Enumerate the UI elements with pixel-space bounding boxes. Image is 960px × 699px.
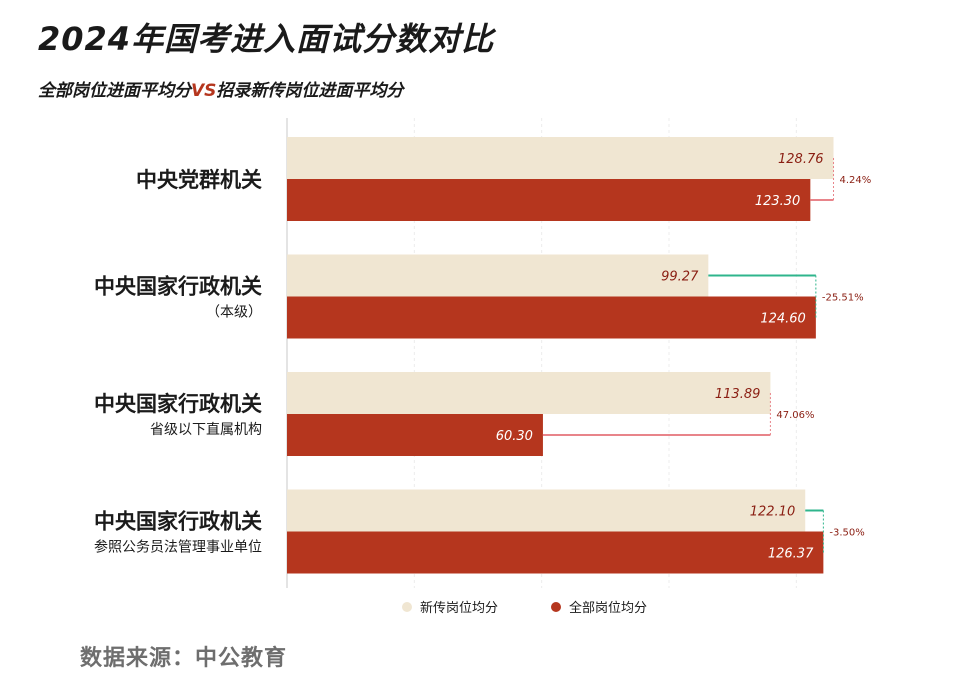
category-sublabel: 省级以下直属机构 — [150, 421, 262, 438]
source-note: 数据来源：中公教育 — [80, 646, 288, 671]
value-label-all: 126.37 — [768, 547, 814, 562]
value-label-new: 99.27 — [661, 270, 699, 285]
bar-all-1 — [287, 296, 816, 339]
legend-swatch-all — [551, 602, 561, 612]
bar-new-3 — [287, 489, 806, 532]
subtitle-vs: VS — [191, 81, 217, 101]
bar-new-1 — [287, 254, 709, 297]
subtitle-left: 全部岗位进面平均分 — [38, 81, 191, 101]
category-label: 中央国家行政机关 — [94, 275, 262, 299]
value-label-new: 113.89 — [715, 387, 761, 402]
value-label-new: 128.76 — [778, 152, 824, 167]
value-label-new: 122.10 — [750, 505, 796, 520]
category-labels: 中央党群机关中央国家行政机关（本级）中央国家行政机关省级以下直属机构中央国家行政… — [94, 168, 262, 556]
category-label: 中央国家行政机关 — [94, 392, 262, 416]
chart-title: 2024年国考进入面试分数对比 — [38, 20, 495, 58]
legend-label-new: 新传岗位均分 — [420, 600, 498, 616]
category-sublabel: 参照公务员法管理事业单位 — [94, 539, 262, 556]
chart-subtitle: 全部岗位进面平均分VS招录新传岗位进面平均分 — [38, 76, 403, 101]
difference-label: -3.50% — [829, 528, 864, 539]
value-label-all: 124.60 — [760, 312, 806, 327]
category-label: 中央国家行政机关 — [94, 510, 262, 534]
bar-all-0 — [287, 179, 811, 221]
bar-all-2 — [287, 414, 543, 456]
bar-new-0 — [287, 137, 834, 179]
legend-swatch-new — [402, 602, 412, 612]
category-label: 中央党群机关 — [136, 168, 262, 192]
value-label-all: 60.30 — [496, 429, 533, 444]
category-sublabel: （本级） — [206, 305, 262, 321]
bar-all-3 — [287, 531, 824, 574]
subtitle-right: 招录新传岗位进面平均分 — [216, 81, 404, 101]
difference-label: 4.24% — [840, 175, 872, 186]
difference-label: -25.51% — [822, 293, 864, 304]
legend-label-all: 全部岗位均分 — [569, 600, 647, 616]
difference-label: 47.06% — [776, 410, 814, 421]
value-label-all: 123.30 — [755, 194, 801, 209]
bars: 128.76 123.30 4.24% 99.27 124.60 -25.51% 113.8… — [287, 137, 871, 574]
legend: 新传岗位均分 全部岗位均分 — [402, 600, 647, 616]
bar-new-2 — [287, 372, 771, 414]
